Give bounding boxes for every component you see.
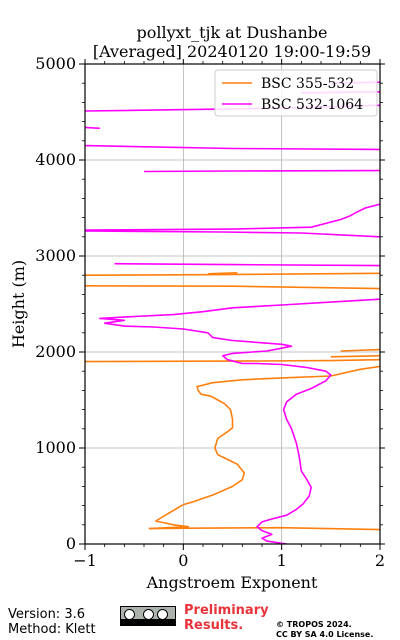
preliminary-label: Preliminary Results. [184, 603, 269, 633]
y-tick-label: 3000 [35, 246, 76, 265]
preliminary-line-2: Results. [184, 618, 244, 633]
copyright-line-1: © TROPOS 2024. [276, 620, 352, 629]
series-line-bsc-355-532-segment-7 [207, 272, 238, 275]
grid [84, 63, 381, 545]
chart-subtitle: [Averaged] 20240120 19:00-19:59 [93, 42, 371, 61]
series-line-bsc-532-1064-segment-1 [114, 262, 380, 267]
x-tick-label: 0 [178, 551, 188, 570]
cc-license-icon [120, 606, 176, 626]
x-tick-label: 2 [375, 551, 385, 570]
x-tick-label: −1 [73, 551, 97, 570]
chart: pollyxt_tjk at Dushanbe [Averaged] 20240… [9, 23, 385, 592]
series-line-bsc-355-532-segment-6 [85, 272, 380, 277]
chart-title: pollyxt_tjk at Dushanbe [136, 23, 327, 42]
series-line-bsc-355-532-segment-1 [148, 365, 380, 530]
plot-area [85, 81, 380, 544]
series-line-bsc-355-532-segment-3 [85, 358, 380, 363]
method-text: Method: Klett [8, 622, 96, 637]
legend: BSC 355-532 BSC 532-1064 [214, 69, 378, 117]
series-line-bsc-532-1064-segment-6 [85, 126, 100, 130]
copyright-notice: © TROPOS 2024. CC BY SA 4.0 License. [276, 620, 373, 640]
legend-box [214, 69, 378, 117]
series-line-bsc-532-1064-segment-5 [85, 144, 380, 151]
y-tick-label: 5000 [35, 54, 76, 73]
y-tick-label: 2000 [35, 342, 76, 361]
x-axis-label: Angstroem Exponent [146, 573, 318, 592]
legend-label-bsc-532-1064: BSC 532-1064 [261, 97, 363, 113]
series-line-bsc-355-532-segment-4 [340, 348, 380, 352]
plot-frame [84, 63, 381, 545]
series-line-bsc-355-532-segment-5 [85, 284, 380, 290]
y-axis-label: Height (m) [9, 260, 28, 348]
series-line-bsc-532-1064-segment-0 [99, 298, 380, 544]
series-line-bsc-532-1064-segment-4 [143, 169, 380, 173]
series-line-bsc-355-532-segment-2 [330, 355, 380, 358]
version-text: Version: 3.6 [8, 607, 85, 622]
series-line-bsc-532-1064-segment-2 [85, 230, 380, 238]
y-tick-label: 0 [66, 534, 76, 553]
copyright-line-2: CC BY SA 4.0 License. [276, 630, 374, 639]
series-line-bsc-532-1064-segment-3 [85, 203, 380, 231]
preliminary-line-1: Preliminary [184, 603, 269, 618]
y-tick-label: 1000 [35, 438, 76, 457]
legend-label-bsc-355-532: BSC 355-532 [261, 76, 354, 92]
x-tick-label: 1 [277, 551, 287, 570]
y-tick-label: 4000 [35, 150, 76, 169]
